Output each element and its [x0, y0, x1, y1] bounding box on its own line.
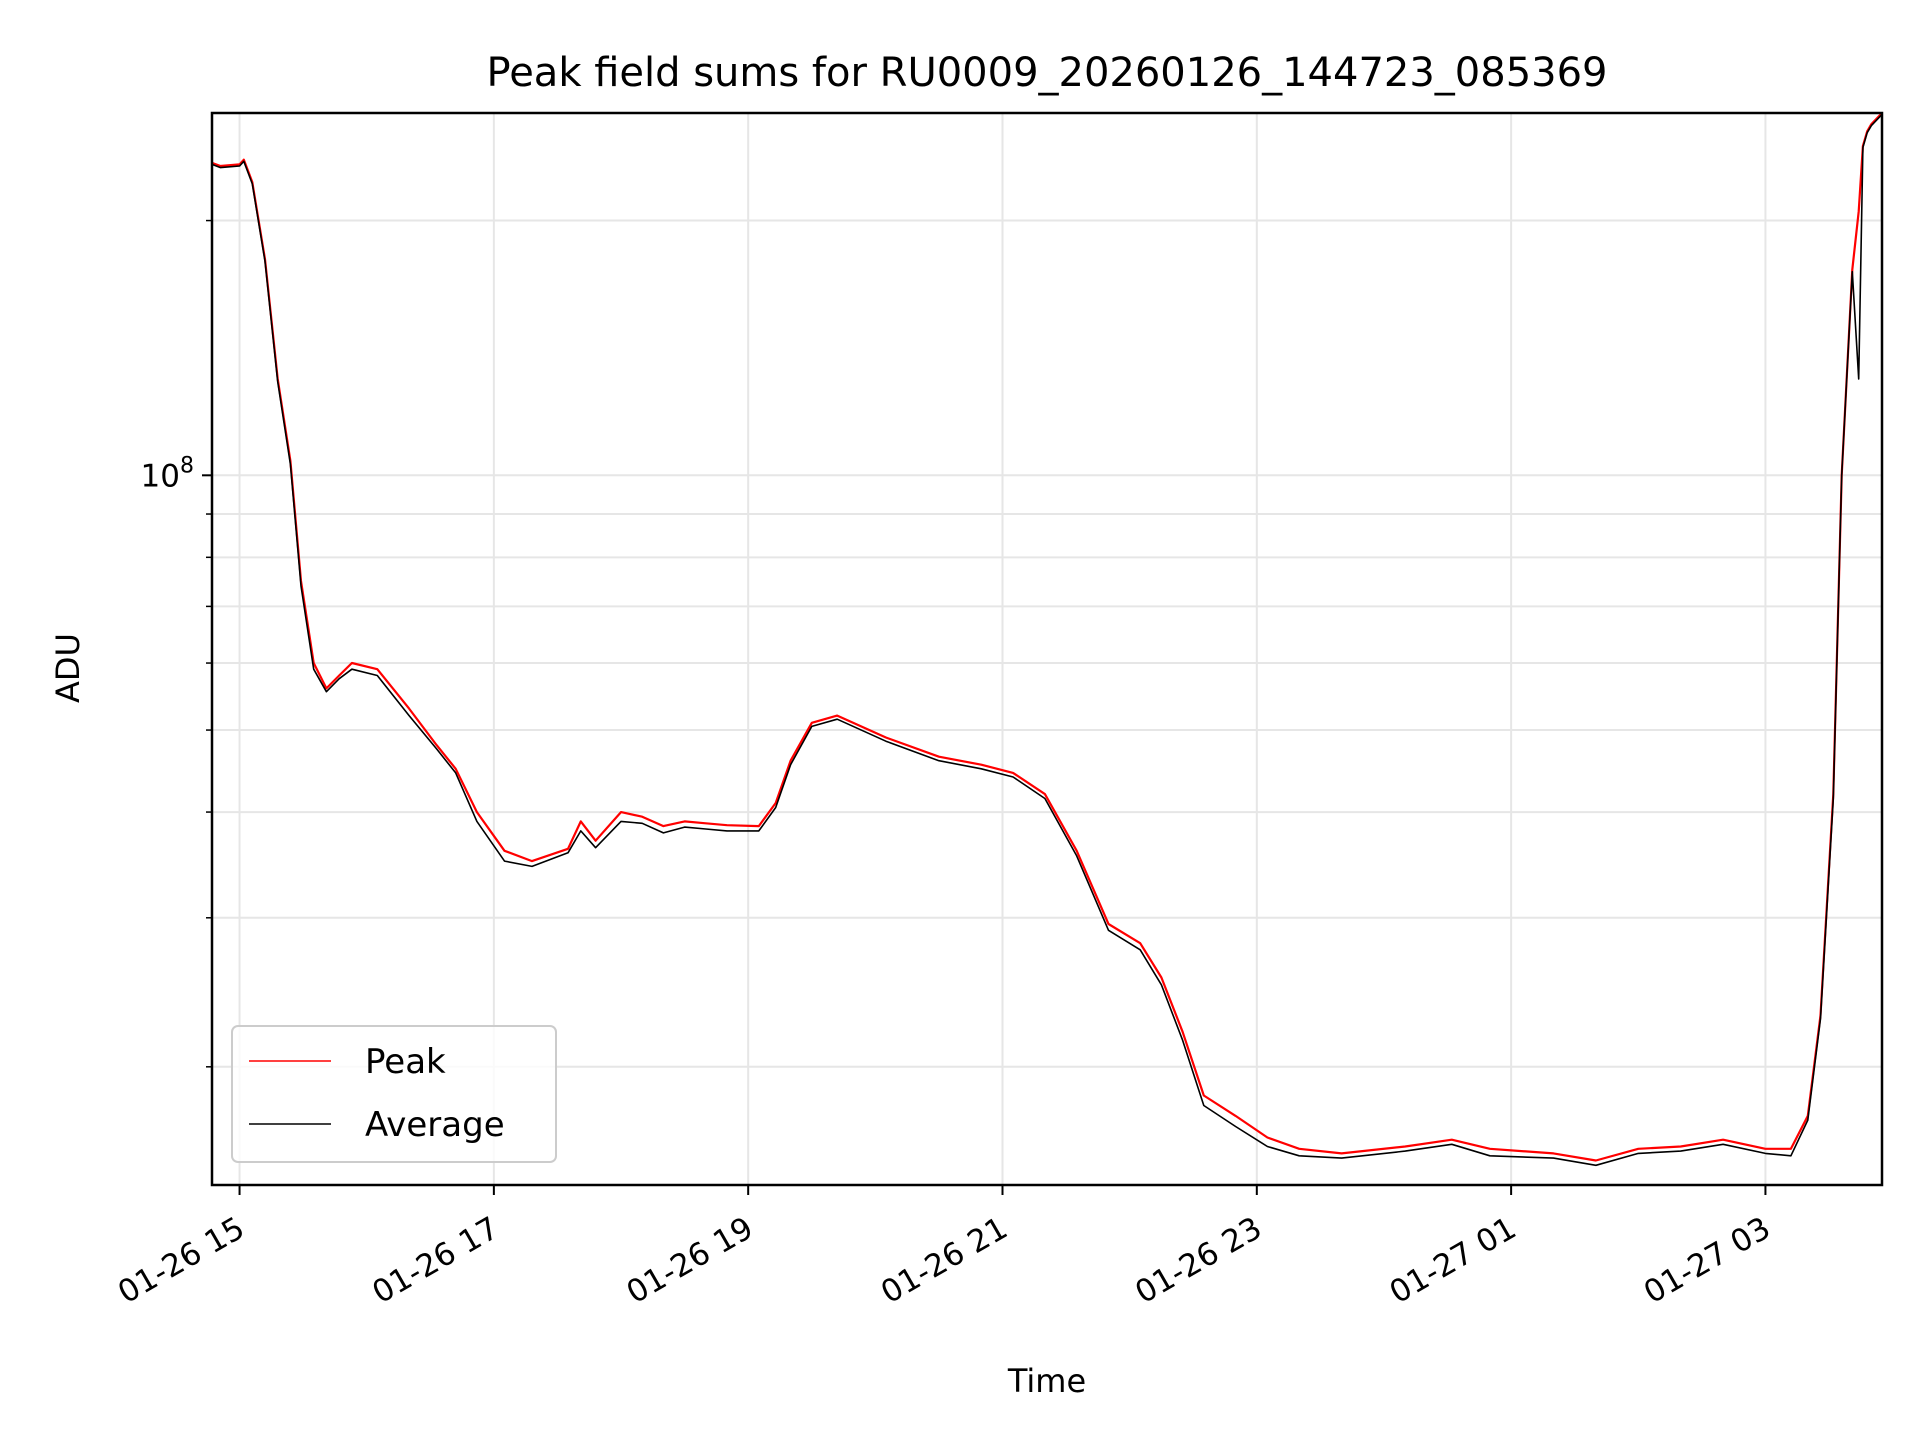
- plot-layer: [211, 112, 1883, 1167]
- legend-label-average: Average: [365, 1105, 505, 1145]
- legend-label-peak: Peak: [365, 1042, 446, 1082]
- legend: Peak Average: [231, 1025, 557, 1163]
- y-axis-label: ADU: [49, 633, 87, 703]
- series-line-peak: [211, 112, 1883, 1162]
- grid-layer: [212, 113, 1882, 1185]
- legend-box: [231, 1025, 557, 1163]
- chart-title: Peak field sums for RU0009_20260126_1447…: [487, 50, 1608, 96]
- plot-frame: [210, 111, 1884, 1187]
- series-line-average: [211, 113, 1883, 1167]
- x-axis-label: Time: [1007, 1362, 1086, 1400]
- y-axis: 108: [141, 219, 212, 1068]
- y-tick-label: 108: [141, 453, 194, 494]
